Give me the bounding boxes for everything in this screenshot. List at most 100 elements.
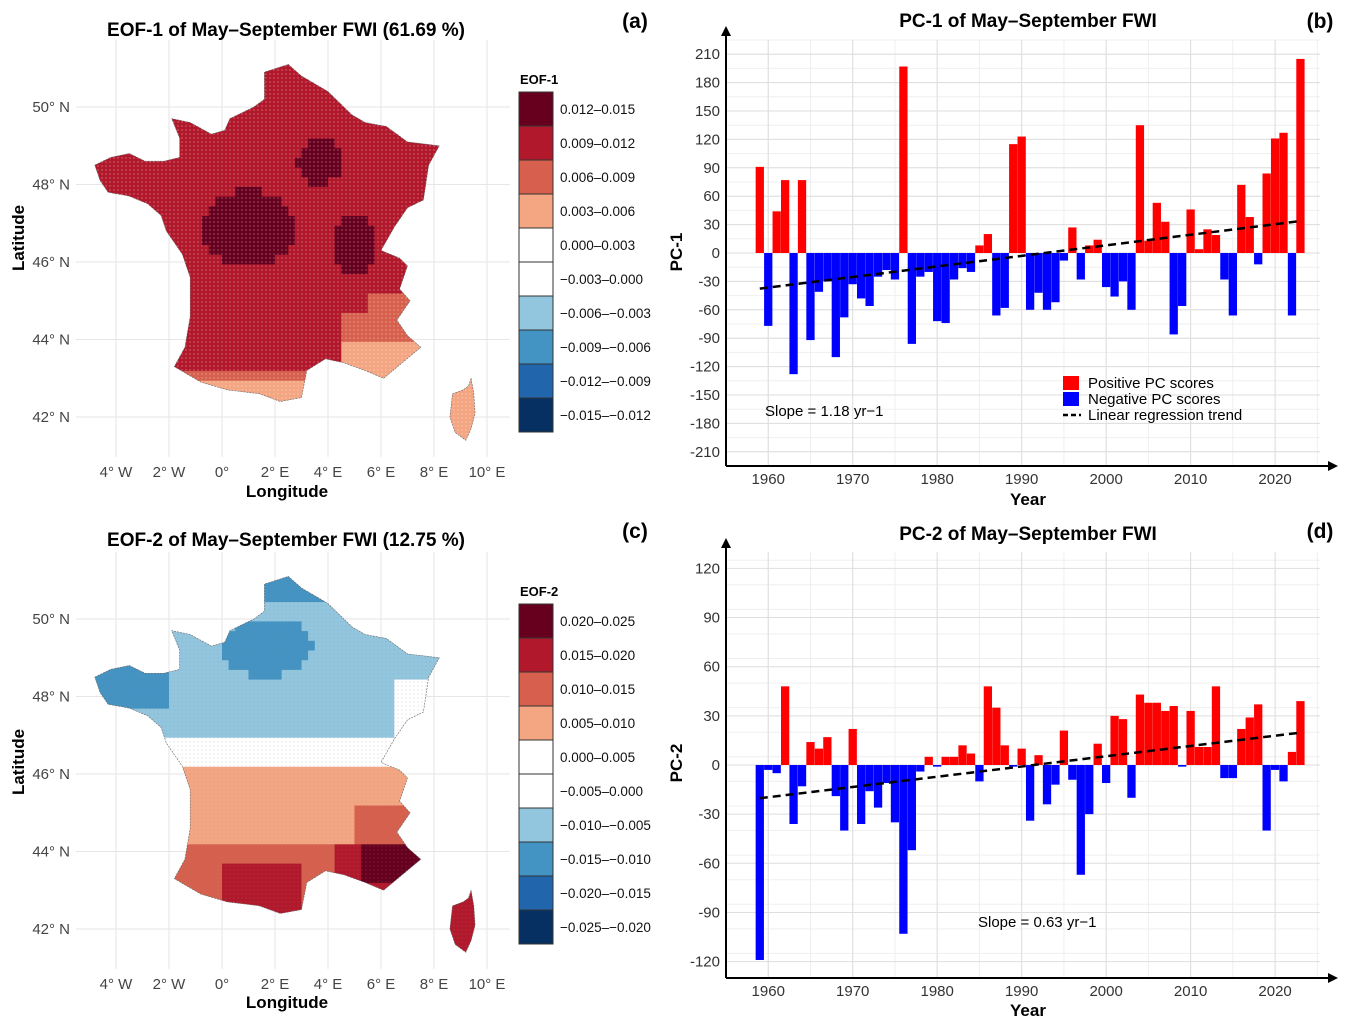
map-cell xyxy=(447,428,455,439)
map-cell xyxy=(122,611,130,622)
map-cell xyxy=(427,882,435,893)
map-cell xyxy=(387,892,395,903)
map-cell xyxy=(381,901,389,913)
map-cell xyxy=(116,331,124,342)
map-cell xyxy=(215,911,223,922)
map-cell xyxy=(109,380,117,391)
map-cell xyxy=(473,901,476,913)
map-cell xyxy=(116,196,124,207)
map-cell xyxy=(480,873,487,883)
map-cell xyxy=(460,205,468,216)
map-cell xyxy=(149,99,157,110)
map-cell xyxy=(434,892,442,903)
map-cell xyxy=(102,620,110,632)
map-cell xyxy=(328,882,336,893)
map-cell xyxy=(169,273,177,284)
map-cell xyxy=(440,244,448,255)
map-cell xyxy=(414,215,422,226)
map-cell xyxy=(381,51,388,61)
map-cell xyxy=(255,940,263,951)
map-cell xyxy=(235,582,243,593)
map-cell xyxy=(387,901,395,913)
map-cell xyxy=(361,108,369,120)
map-cell xyxy=(354,409,362,420)
map-cell xyxy=(195,591,203,603)
map-cell xyxy=(321,64,329,71)
map-cell xyxy=(467,563,474,573)
map-cell xyxy=(427,717,435,728)
map-cell xyxy=(361,99,369,110)
map-cell xyxy=(94,746,97,758)
map-cell xyxy=(473,263,476,275)
map-cell xyxy=(282,563,289,573)
map-cell xyxy=(96,438,104,441)
map-cell xyxy=(440,341,448,352)
map-cell xyxy=(215,601,223,612)
map-cell xyxy=(480,341,487,351)
map-cell xyxy=(241,99,249,110)
map-cell xyxy=(341,418,349,430)
map-cell xyxy=(414,611,422,622)
map-cell xyxy=(440,843,448,854)
map-cell xyxy=(235,611,243,622)
map-cell xyxy=(381,409,389,420)
map-cell xyxy=(361,79,369,91)
map-cell xyxy=(142,351,150,362)
map-cell xyxy=(202,99,210,110)
map-cell xyxy=(149,312,157,323)
map-cell xyxy=(414,418,422,430)
map-cell xyxy=(109,322,117,333)
map-cell xyxy=(241,438,249,441)
map-cell xyxy=(434,205,442,216)
map-cell xyxy=(434,341,442,352)
map-cell xyxy=(361,911,369,922)
map-cell xyxy=(208,418,216,430)
map-cell xyxy=(473,167,476,178)
map-cell xyxy=(169,882,177,893)
map-cell xyxy=(169,659,177,670)
map-cell xyxy=(480,361,487,371)
map-cell xyxy=(175,89,183,100)
map-cell xyxy=(202,563,209,573)
map-cell xyxy=(367,108,375,120)
map-cell xyxy=(387,576,395,583)
map-cell xyxy=(460,669,468,680)
map-cell xyxy=(182,108,190,120)
map-cell xyxy=(453,234,461,246)
map-cell xyxy=(109,630,117,641)
map-cell xyxy=(135,576,143,583)
map-cell xyxy=(414,717,422,728)
map-cell xyxy=(129,79,137,91)
map-cell xyxy=(381,418,389,430)
map-cell xyxy=(142,940,150,951)
map-cell xyxy=(135,351,143,362)
map-cell xyxy=(202,389,210,401)
map-cell xyxy=(155,921,163,932)
map-cell xyxy=(434,911,442,922)
map-cell xyxy=(407,108,415,120)
map-cell xyxy=(354,882,362,893)
map-cell xyxy=(169,863,177,874)
map-cell xyxy=(460,234,468,246)
map-cell xyxy=(222,582,230,593)
map-cell xyxy=(102,591,110,603)
map-cell xyxy=(314,64,322,71)
map-cell xyxy=(135,79,143,91)
map-cell xyxy=(407,940,415,951)
map-cell xyxy=(434,176,442,187)
map-cell xyxy=(447,341,455,352)
map-cell xyxy=(96,708,104,719)
map-cell xyxy=(447,582,455,593)
map-cell xyxy=(420,409,428,420)
map-cell xyxy=(195,950,203,953)
map-cell xyxy=(467,601,475,612)
map-cell xyxy=(314,70,322,81)
map-cell xyxy=(434,389,442,401)
map-cell xyxy=(420,640,428,651)
map-cell xyxy=(102,244,110,255)
map-cell xyxy=(434,717,442,728)
map-cell xyxy=(96,108,104,120)
map-cell xyxy=(215,418,223,430)
map-cell xyxy=(453,89,461,100)
map-cell xyxy=(361,921,369,932)
